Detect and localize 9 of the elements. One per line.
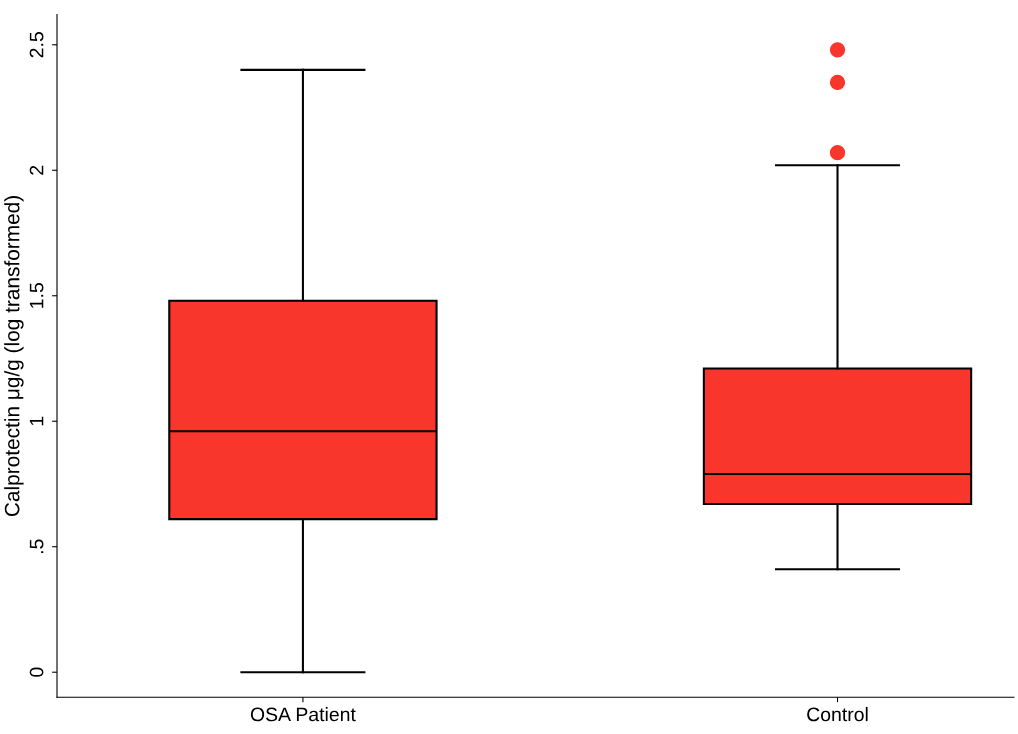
y-tick-label: 1 (29, 416, 44, 426)
y-tick-label: 1.5 (29, 283, 44, 308)
y-tick-label: 2 (29, 165, 44, 175)
y-tick-label: .5 (29, 539, 44, 554)
x-tick-label: OSA Patient (250, 707, 356, 722)
y-tick-label: 2.5 (29, 32, 44, 58)
x-tick-label: Control (807, 707, 868, 722)
y-axis-title: Calprotectin μg/g (log transformed) (4, 196, 24, 517)
y-tick-label: 0 (29, 667, 44, 677)
